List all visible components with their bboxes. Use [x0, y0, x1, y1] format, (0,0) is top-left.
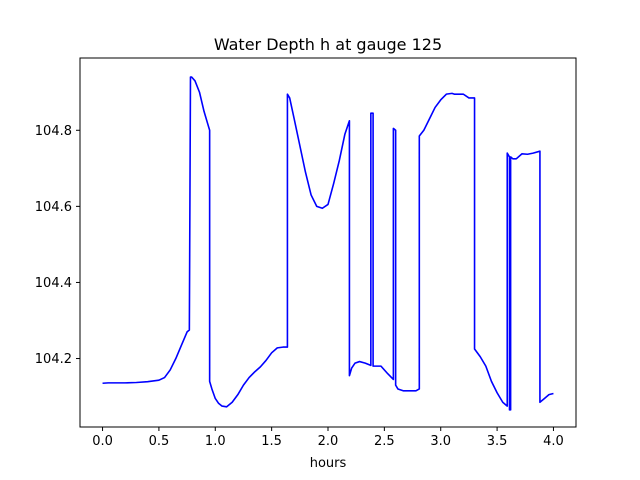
- plot-area: [102, 76, 554, 411]
- x-tick-label: 4.0: [543, 434, 564, 449]
- plot-frame: [79, 57, 577, 428]
- chart-title: Water Depth h at gauge 125: [214, 35, 442, 54]
- x-tick-label: 2.0: [318, 434, 339, 449]
- x-axis-ticks: 0.0 0.5 1.0 1.5 2.0 2.5 3.0 3.5 4.0: [92, 427, 564, 449]
- x-tick-label: 1.0: [205, 434, 226, 449]
- series-line-0: [102, 76, 554, 411]
- y-axis-ticks: 104.2 104.4 104.6 104.8: [35, 124, 80, 367]
- x-tick-label: 3.5: [487, 434, 508, 449]
- x-tick-label: 0.5: [149, 434, 170, 449]
- y-tick-label: 104.2: [35, 352, 72, 367]
- x-tick-label: 3.0: [430, 434, 451, 449]
- x-tick-label: 1.5: [261, 434, 282, 449]
- x-tick-label: 2.5: [374, 434, 395, 449]
- y-tick-label: 104.4: [35, 276, 72, 291]
- x-axis-label: hours: [310, 456, 347, 471]
- x-tick-label: 0.0: [92, 434, 113, 449]
- y-tick-label: 104.6: [35, 200, 72, 215]
- y-tick-label: 104.8: [35, 124, 72, 139]
